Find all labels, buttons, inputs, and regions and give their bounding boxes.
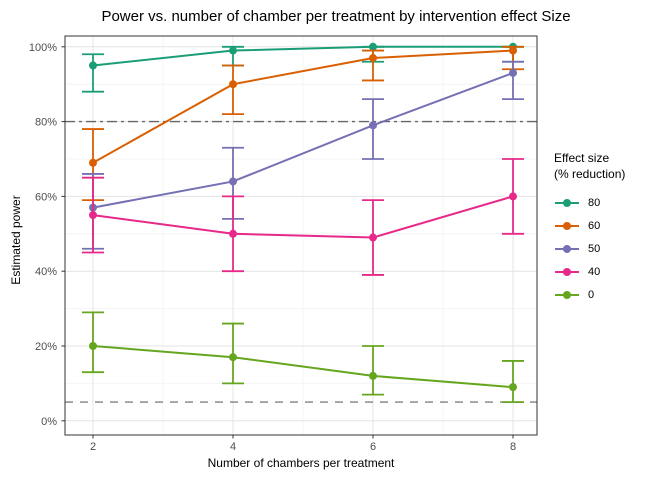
y-tick-label: 60% xyxy=(35,191,57,203)
legend-title-line-2: (% reduction) xyxy=(554,167,626,181)
y-tick-label: 20% xyxy=(35,341,57,353)
legend-item-label: 80 xyxy=(588,196,601,209)
legend-item-label: 60 xyxy=(588,219,601,232)
point-80-x4 xyxy=(229,46,237,55)
legend-item-80: 80 xyxy=(554,191,625,214)
y-axis-title: Estimated power xyxy=(9,195,23,285)
point-60-x8 xyxy=(509,46,517,55)
axes: 0% 20% 40% 60% 80% 100% 2 4 6 8 xyxy=(29,42,516,453)
legend-title: Effect size (% reduction) xyxy=(554,150,625,182)
legend-key-icon xyxy=(555,267,579,276)
point-0-x4 xyxy=(229,353,237,362)
x-tick-label: 6 xyxy=(370,441,376,453)
panel-border xyxy=(64,35,538,436)
point-40-x8 xyxy=(509,192,517,201)
legend-key-icon xyxy=(555,221,579,230)
point-50-x8 xyxy=(509,68,517,77)
chart-title: Power vs. number of chamber per treatmen… xyxy=(101,8,571,25)
point-60-x6 xyxy=(369,54,377,63)
y-tick-label: 0% xyxy=(41,416,57,428)
point-0-x6 xyxy=(369,371,377,380)
series-50 xyxy=(82,60,524,250)
point-40-x2 xyxy=(89,211,97,220)
legend-item-50: 50 xyxy=(554,237,625,260)
legend-item-60: 60 xyxy=(554,214,625,237)
series-line xyxy=(92,49,514,164)
legend-item-label: 40 xyxy=(588,265,601,278)
x-tick-label: 2 xyxy=(90,441,96,453)
x-axis-title: Number of chambers per treatment xyxy=(207,456,395,470)
series-60 xyxy=(82,45,524,202)
point-80-x6 xyxy=(369,42,377,51)
legend-title-line-1: Effect size xyxy=(554,151,610,165)
legend-item-0: 0 xyxy=(554,283,625,306)
legend-item-label: 0 xyxy=(588,288,595,301)
point-60-x4 xyxy=(229,80,237,89)
x-tick-label: 8 xyxy=(510,441,516,453)
y-tick-label: 80% xyxy=(35,117,57,129)
legend-item-40: 40 xyxy=(554,260,625,283)
point-0-x8 xyxy=(509,383,517,392)
point-80-x2 xyxy=(89,61,97,70)
series-0 xyxy=(82,311,524,404)
point-40-x6 xyxy=(369,233,377,242)
series-40 xyxy=(82,158,524,276)
legend: Effect size (% reduction) 80 60 50 40 0 xyxy=(554,150,625,306)
y-tick-label: 40% xyxy=(35,266,57,278)
point-60-x2 xyxy=(89,158,97,167)
legend-key-icon xyxy=(555,198,579,207)
point-40-x4 xyxy=(229,229,237,238)
series-line xyxy=(92,45,513,67)
series-line xyxy=(92,345,514,389)
legend-key-icon xyxy=(555,244,579,253)
series-line xyxy=(92,195,514,239)
point-50-x4 xyxy=(229,177,237,186)
point-0-x2 xyxy=(89,342,97,350)
point-50-x6 xyxy=(369,121,377,130)
legend-items: 80 60 50 40 0 xyxy=(554,191,625,306)
legend-item-label: 50 xyxy=(588,242,601,255)
series-line xyxy=(92,72,514,209)
legend-key-icon xyxy=(555,290,579,299)
x-tick-label: 4 xyxy=(230,441,236,453)
y-tick-label: 100% xyxy=(29,42,57,54)
